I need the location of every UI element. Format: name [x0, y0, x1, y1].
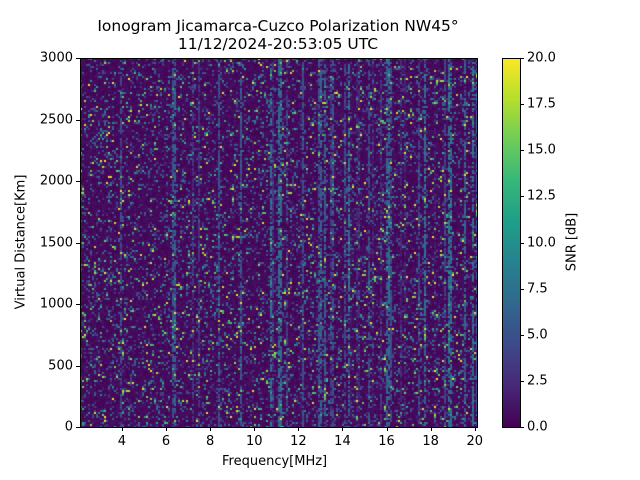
colorbar-tick-mark [520, 150, 524, 152]
colorbar-tick-label: 0.0 [527, 419, 548, 435]
y-tick-label: 2000 [39, 173, 73, 189]
x-tick-mark [210, 427, 212, 431]
x-tick-label: 10 [245, 434, 263, 449]
chart-title: Ionogram Jicamarca-Cuzco Polarization NW… [97, 17, 459, 35]
x-tick-mark [298, 427, 300, 431]
heatmap [80, 58, 477, 427]
x-tick-mark [342, 427, 344, 431]
y-tick-mark [76, 242, 80, 244]
y-tick-label: 1500 [39, 235, 73, 250]
y-tick-mark [76, 427, 80, 428]
x-tick-label: 8 [205, 434, 215, 449]
y-tick-mark [76, 304, 80, 305]
y-tick-label: 500 [48, 358, 73, 373]
x-tick-label: 14 [334, 434, 351, 449]
colorbar-tick-mark [520, 58, 524, 59]
y-tick-mark [76, 119, 80, 121]
y-tick-mark [76, 181, 80, 182]
colorbar-label: SNR [dB] [564, 212, 580, 272]
x-tick-mark [166, 427, 168, 431]
x-tick-label: 18 [422, 434, 439, 449]
colorbar-tick-label: 2.5 [527, 373, 548, 389]
colorbar-tick-label: 12.5 [527, 188, 556, 204]
colorbar-tick-mark [520, 380, 524, 382]
y-tick-label: 2500 [39, 112, 73, 127]
x-tick-label: 16 [378, 434, 395, 449]
x-tick-label: 6 [161, 434, 171, 449]
colorbar-tick-mark [520, 288, 524, 290]
colorbar-tick-mark [520, 104, 524, 106]
x-tick-label: 4 [117, 434, 127, 449]
x-tick-mark [121, 427, 123, 431]
y-tick-mark [76, 365, 80, 367]
y-tick-label: 0 [64, 419, 73, 435]
chart-subtitle: 11/12/2024-20:53:05 UTC [177, 35, 379, 53]
y-tick-label: 1000 [39, 296, 73, 312]
x-tick-mark [474, 427, 476, 431]
y-axis-label: Virtual Distance[Km] [13, 174, 29, 310]
y-tick-mark [76, 58, 80, 59]
y-tick-label: 3000 [39, 50, 73, 66]
x-tick-mark [254, 427, 256, 431]
x-tick-label: 20 [466, 434, 484, 449]
colorbar-tick-label: 5.0 [527, 327, 548, 343]
colorbar-tick-mark [520, 196, 524, 198]
colorbar-tick-mark [520, 334, 524, 336]
x-axis-label: Frequency[MHz] [222, 454, 328, 469]
colorbar-tick-label: 17.5 [527, 96, 556, 112]
colorbar-tick-label: 20.0 [527, 50, 556, 66]
colorbar [502, 58, 520, 427]
colorbar-tick-mark [520, 427, 524, 428]
colorbar-tick-label: 15.0 [527, 142, 556, 158]
colorbar-tick-mark [520, 242, 524, 244]
x-tick-mark [386, 427, 388, 431]
colorbar-tick-label: 10.0 [527, 235, 556, 250]
colorbar-tick-label: 7.5 [527, 281, 548, 297]
x-tick-mark [430, 427, 432, 431]
x-tick-label: 12 [290, 434, 307, 449]
